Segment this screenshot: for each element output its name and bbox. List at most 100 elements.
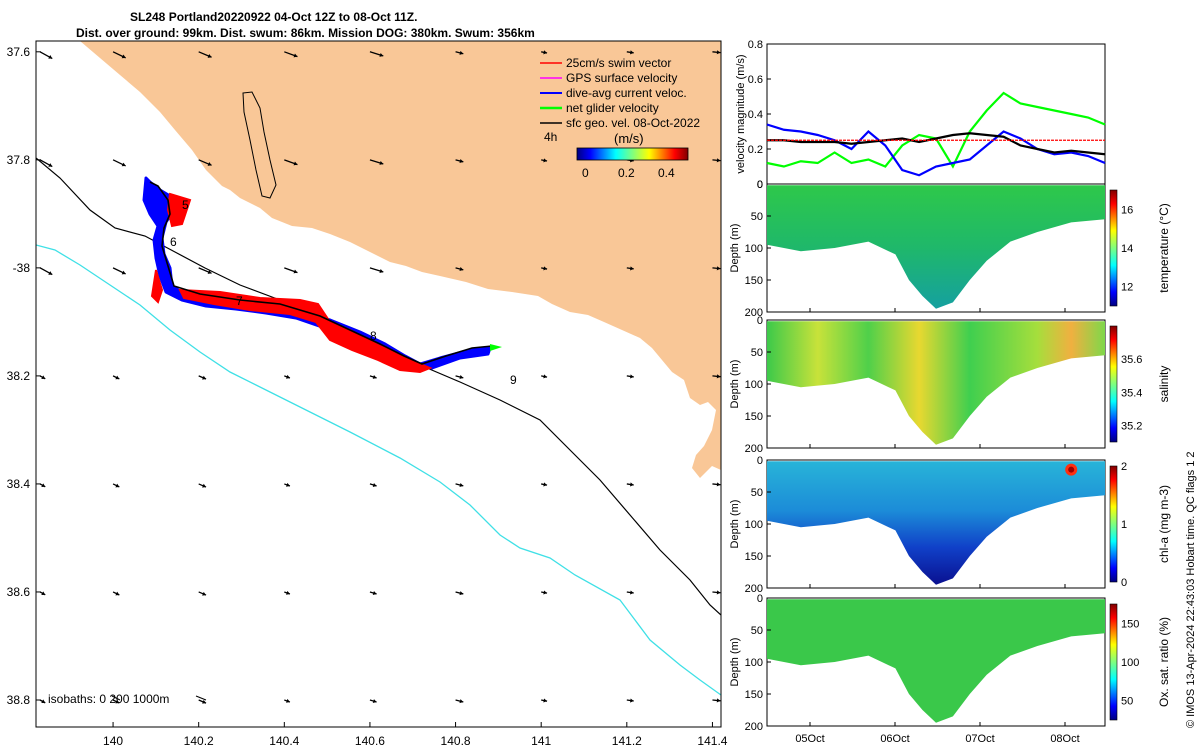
section-ylabel: Depth (m)	[729, 360, 741, 409]
legend-label: dive-avg current veloc.	[566, 86, 687, 100]
map-x-tick-label: 141.2	[612, 734, 642, 748]
legend-colorbar	[576, 147, 689, 161]
map-x-tick-label: 140.2	[184, 734, 214, 748]
section-y-tick-label: 50	[751, 625, 763, 637]
colorbar-tick: 0	[582, 166, 589, 180]
velocity-y-tick-label: 0.8	[748, 39, 763, 51]
geo-arrow-head	[379, 269, 384, 273]
section-colorbar-tick: 16	[1121, 204, 1133, 216]
geo-arrow-head	[202, 699, 207, 704]
velocity-y-tick-label: 0	[757, 179, 763, 191]
section-colorbar-tick: 35.6	[1121, 354, 1142, 366]
section-y-tick-label: 200	[745, 307, 763, 319]
map-x-tick-label: 140.4	[269, 734, 299, 748]
section-y-tick-label: 200	[745, 443, 763, 455]
map-x-tick-label: 141	[531, 734, 551, 748]
geo-arrow-head	[459, 158, 464, 163]
section-y-tick-label: 100	[745, 657, 763, 669]
glider-track	[149, 181, 493, 365]
velocity-y-tick-label: 0.4	[748, 109, 763, 121]
geo-arrow-head	[202, 591, 207, 596]
legend-label: net glider velocity	[566, 101, 659, 115]
colorbar-tick: 0.4	[658, 166, 675, 180]
isobath-label: isobaths: 0 200 1000m	[48, 692, 169, 706]
geo-arrow-head	[115, 699, 120, 704]
section-panel: 0 50 100 150 200 Depth (m) 35.2 35.4 35.6 salinit…	[729, 315, 1171, 455]
geo-arrow-head	[379, 52, 384, 57]
section-colorbar-tick: 0	[1121, 577, 1127, 589]
chl-maximum-core	[1068, 466, 1075, 473]
geo-arrow-head	[293, 161, 298, 166]
section-y-tick-label: 0	[757, 179, 763, 191]
geo-arrow-head	[630, 482, 634, 487]
geo-arrow-head	[543, 50, 548, 55]
geo-arrow-head	[379, 160, 384, 165]
day-label: 8	[370, 329, 377, 343]
section-y-tick-label: 0	[757, 315, 763, 327]
map-y-tick-label: 37.8	[7, 153, 31, 167]
geo-arrow-head	[293, 53, 298, 58]
section-y-tick-label: 150	[745, 411, 763, 423]
geo-arrow-head	[48, 55, 53, 59]
day-label: 7	[236, 294, 243, 308]
legend-period: 4h	[544, 130, 557, 144]
geo-arrow-head	[202, 483, 207, 488]
section-colorbar-tick: 50	[1121, 696, 1133, 708]
geo-arrow-head	[716, 590, 721, 595]
section-y-tick-label: 150	[745, 689, 763, 701]
section-y-tick-label: 0	[757, 593, 763, 605]
geo-arrow-head	[286, 698, 290, 703]
section-colorbar	[1109, 189, 1118, 307]
geo-arrow-head	[630, 590, 634, 595]
map-x-tick-label: 140.8	[441, 734, 471, 748]
day-label: 6	[170, 235, 177, 249]
section-x-tick-label: 05Oct	[795, 733, 824, 745]
section-colorbar-tick: 2	[1121, 461, 1127, 473]
net-glider-velocity-marker	[490, 344, 502, 351]
geo-arrow-head	[459, 591, 464, 596]
section-y-tick-label: 50	[751, 487, 763, 499]
section-y-tick-label: 0	[757, 455, 763, 467]
geo-arrow-head	[286, 482, 290, 487]
geo-arrow-head	[121, 270, 126, 275]
geo-arrow-head	[41, 375, 46, 379]
swim-vector-cluster	[150, 192, 433, 374]
geo-arrow-head	[293, 269, 298, 274]
geo-arrow-head	[207, 270, 212, 274]
isobath-label-arrow	[111, 695, 121, 701]
geo-arrow-head	[543, 482, 548, 487]
velocity-series	[766, 91, 1106, 177]
geo-arrow-head	[543, 266, 548, 271]
section-colorbar-label: temperature (°C)	[1157, 203, 1171, 293]
map-y-tick-label: 38.4	[7, 477, 31, 491]
geo-arrow-head	[41, 699, 46, 704]
map-frame	[35, 40, 722, 728]
colorbar-tick: 0.2	[618, 166, 635, 180]
figure-title-line2: Dist. over ground: 99km. Dist. swum: 86k…	[76, 26, 535, 40]
section-colorbar-tick: 35.2	[1121, 420, 1142, 432]
geo-arrow-head	[630, 266, 634, 271]
legend-label: 25cm/s swim vector	[566, 56, 671, 70]
geo-arrow-head	[41, 591, 46, 596]
section-y-tick-label: 100	[745, 243, 763, 255]
geo-arrow-head	[115, 375, 120, 380]
section-colorbar-tick: 12	[1121, 282, 1133, 294]
velocity-ylabel: velocity magnitude (m/s)	[735, 54, 747, 173]
geo-arrow-head	[543, 158, 548, 163]
section-y-tick-label: 150	[745, 275, 763, 287]
velocity-series-line	[767, 132, 1106, 156]
geo-arrow-head	[543, 590, 548, 595]
geo-arrow-head	[716, 482, 721, 487]
velocity-ticks: 0 0.2 0.4 0.6 0.8	[748, 39, 771, 191]
geo-arrow-head	[459, 266, 464, 271]
section-ylabel: Depth (m)	[729, 500, 741, 549]
legend-label: GPS surface velocity	[566, 71, 677, 85]
section-x-tick-label: 08Oct	[1050, 733, 1079, 745]
geo-arrow-head	[48, 271, 53, 275]
velocity-y-tick-label: 0.2	[748, 144, 763, 156]
section-panel: 0 50 100 150 200 Depth (m) 12 14 16 temperature (…	[729, 179, 1171, 319]
geo-arrow-head	[716, 158, 721, 163]
isobath-label-arrow	[195, 695, 207, 701]
velocity-series-line	[766, 123, 1106, 177]
